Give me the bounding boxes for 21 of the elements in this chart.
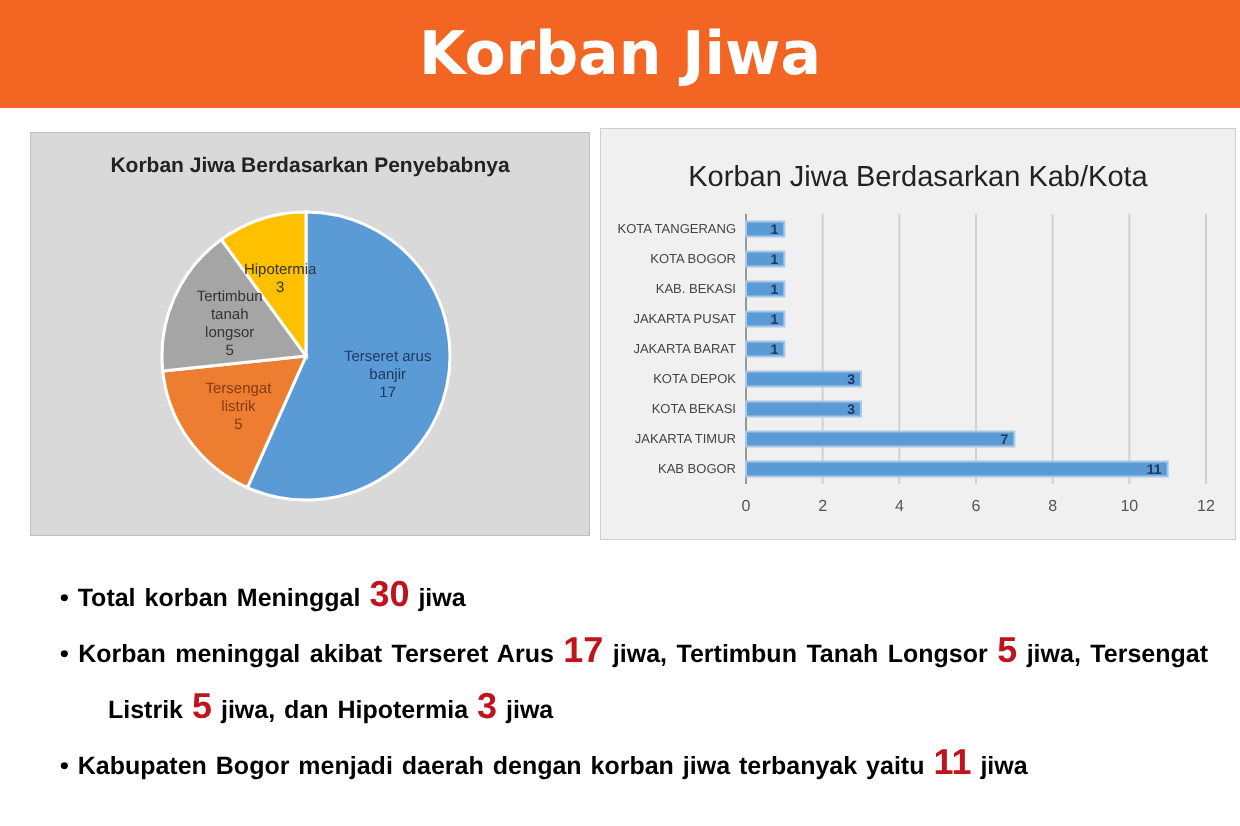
bar [745,400,862,418]
chart-title: Korban Jiwa Berdasarkan Penyebabnya [110,154,510,178]
bar [745,370,862,388]
bar [745,340,786,358]
bar [745,430,1016,448]
bar [745,280,786,298]
x-tick-label: 2 [818,497,829,516]
x-tick-label: 0 [741,497,752,516]
bar [745,220,786,238]
bar [745,460,1169,478]
text: Korban Jiwa [0,0,1240,108]
x-tick-label: 6 [971,497,982,516]
text: • Kabupaten Bogor menjadi daerah dengan korban jiwa terbanyak yaitu 11 jiwa [60,742,1028,782]
x-tick-label: 12 [1197,497,1216,516]
x-tick-label: 10 [1120,497,1140,516]
x-tick-label: 8 [1048,497,1059,516]
chart-title: Korban Jiwa Berdasarkan Kab/Kota [688,162,1150,194]
x-tick-label: 4 [894,497,905,516]
text: • Total korban Meninggal 30 jiwa [60,574,466,614]
bar [745,310,786,328]
bar [745,250,786,268]
